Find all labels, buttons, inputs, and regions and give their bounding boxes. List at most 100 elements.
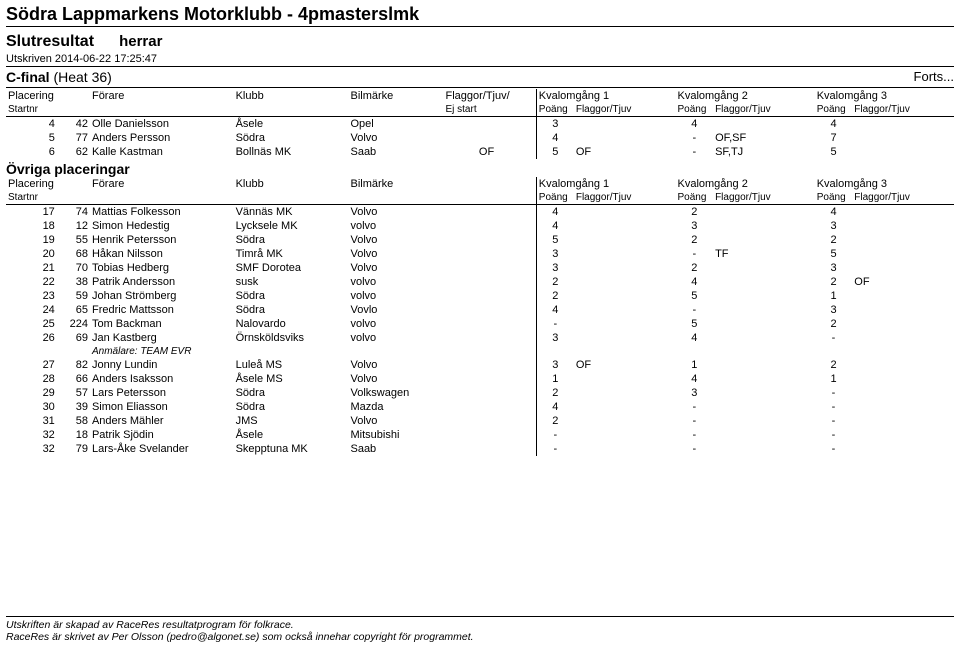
cell-startnr: 65	[57, 303, 90, 317]
col-ft: Flaggor/Tjuv	[574, 191, 676, 204]
cell-flag	[443, 317, 529, 331]
cell-plac: 19	[6, 233, 57, 247]
cell-startnr: 18	[57, 428, 90, 442]
cell-flag	[443, 414, 529, 428]
results-table-2: Placering Förare Klubb Bilmärke Kvalomgå…	[6, 177, 954, 456]
table-row: 1955Henrik PeterssonSödraVolvo522	[6, 233, 954, 247]
cell-p2: 5	[676, 289, 714, 303]
cell-klubb: Södra	[234, 131, 349, 145]
cell-p2: 2	[676, 233, 714, 247]
cell-f1	[574, 400, 676, 414]
cell-flag	[443, 261, 529, 275]
cell-f1	[574, 131, 676, 145]
cell-p2: 4	[676, 331, 714, 345]
cell-startnr: 82	[57, 358, 90, 372]
footer-line-1: Utskriften är skapad av RaceRes resultat…	[6, 619, 954, 631]
cell-bilmarke: volvo	[348, 219, 443, 233]
cell-p2: -	[676, 400, 714, 414]
table-row: 442Olle DanielssonÅseleOpel344	[6, 117, 954, 131]
divider	[6, 66, 954, 67]
cell-flag	[443, 428, 529, 442]
cell-f1	[574, 219, 676, 233]
cell-forare: Simon Hedestig	[90, 219, 234, 233]
divider	[6, 87, 954, 88]
continued-label: Forts...	[914, 69, 954, 85]
cell-f3	[852, 247, 954, 261]
cell-forare: Johan Strömberg	[90, 289, 234, 303]
cell-p3: 3	[815, 261, 853, 275]
table-row: 3218Patrik SjödinÅseleMitsubishi---	[6, 428, 954, 442]
cell-p3: 4	[815, 117, 853, 131]
cell-startnr: 70	[57, 261, 90, 275]
cell-p1: 5	[536, 145, 574, 159]
cell-plac: 22	[6, 275, 57, 289]
col-kval1: Kvalomgång 1	[536, 177, 675, 191]
cell-plac: 18	[6, 219, 57, 233]
cell-p1: 1	[536, 372, 574, 386]
col-kval2: Kvalomgång 2	[676, 177, 815, 191]
cell-p1: 3	[536, 358, 574, 372]
results-table-1: Placering Förare Klubb Bilmärke Flaggor/…	[6, 89, 954, 159]
table-row: 2669Jan KastbergÖrnsköldsviksvolvo34-	[6, 331, 954, 345]
cell-klubb: Skepptuna MK	[234, 442, 349, 456]
cell-startnr: 39	[57, 400, 90, 414]
col-placering: Placering	[6, 89, 90, 103]
col-poang: Poäng	[815, 191, 853, 204]
cell-f3	[852, 131, 954, 145]
cell-forare: Jan Kastberg	[90, 331, 234, 345]
cell-forare: Patrik Sjödin	[90, 428, 234, 442]
cell-p1: 4	[536, 219, 574, 233]
divider	[6, 26, 954, 27]
cell-f3	[852, 400, 954, 414]
table-row: 2359Johan StrömbergSödravolvo251	[6, 289, 954, 303]
cell-f3	[852, 233, 954, 247]
cell-bilmarke: Volvo	[348, 261, 443, 275]
cell-startnr: 58	[57, 414, 90, 428]
cell-f1	[574, 205, 676, 219]
cell-p3: 5	[815, 145, 853, 159]
table-subheader-row: Startnr Ej start Poäng Flaggor/Tjuv Poän…	[6, 103, 954, 116]
cell-f2: TF	[713, 247, 815, 261]
cell-p2: -	[676, 131, 714, 145]
col-klubb: Klubb	[234, 177, 349, 191]
cell-f2	[713, 233, 815, 247]
cell-klubb: susk	[234, 275, 349, 289]
cell-p1: 3	[536, 247, 574, 261]
cell-p3: 1	[815, 372, 853, 386]
cell-p2: 1	[676, 358, 714, 372]
col-bilmarke: Bilmärke	[348, 177, 443, 191]
cell-p1: 4	[536, 205, 574, 219]
cell-flag	[443, 358, 529, 372]
cell-f3	[852, 145, 954, 159]
cell-startnr: 12	[57, 219, 90, 233]
cell-p3: -	[815, 386, 853, 400]
section-label-ovriga: Övriga placeringar	[6, 159, 954, 177]
cell-p3: 2	[815, 233, 853, 247]
footer-line-2: RaceRes är skrivet av Per Olsson (pedro@…	[6, 631, 954, 643]
cell-f2	[713, 219, 815, 233]
col-ft: Flaggor/Tjuv	[852, 103, 954, 116]
cell-plac: 21	[6, 261, 57, 275]
heat-row: C-final (Heat 36) Forts...	[6, 68, 954, 86]
col-forare: Förare	[90, 89, 234, 103]
cell-klubb: Vännäs MK	[234, 205, 349, 219]
cell-flag	[443, 219, 529, 233]
cell-p2: 4	[676, 117, 714, 131]
col-bilmarke: Bilmärke	[348, 89, 443, 103]
col-kval1: Kvalomgång 1	[536, 89, 675, 103]
cell-p3: -	[815, 400, 853, 414]
cell-klubb: Södra	[234, 303, 349, 317]
table-subheader-row: Startnr Poäng Flaggor/Tjuv Poäng Flaggor…	[6, 191, 954, 204]
cell-klubb: Luleå MS	[234, 358, 349, 372]
cell-p2: 2	[676, 205, 714, 219]
cell-plac: 6	[6, 145, 57, 159]
cell-klubb: Nalovardo	[234, 317, 349, 331]
cell-plac: 25	[6, 317, 57, 331]
cell-p1: 3	[536, 331, 574, 345]
cell-f3: OF	[852, 275, 954, 289]
cell-flag	[443, 117, 529, 131]
cell-f1	[574, 386, 676, 400]
cell-f2	[713, 275, 815, 289]
cell-p3: -	[815, 414, 853, 428]
cell-f3	[852, 331, 954, 345]
